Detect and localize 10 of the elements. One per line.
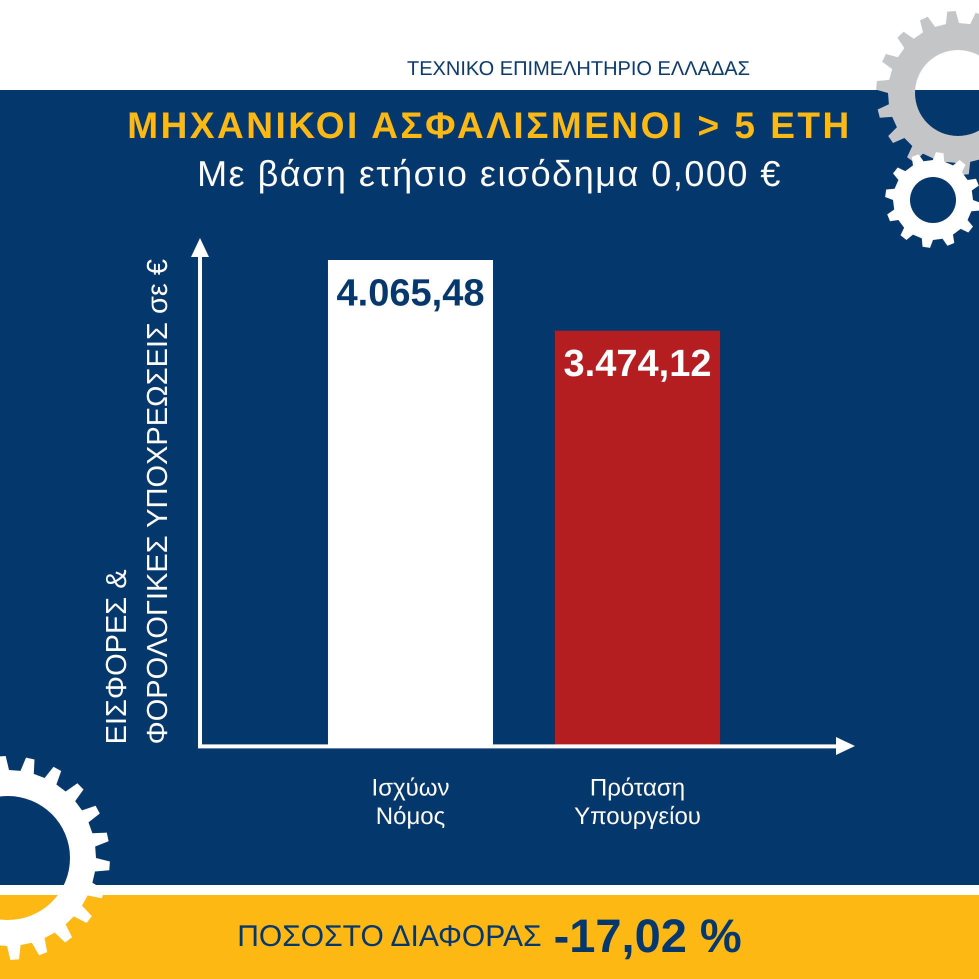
text: ΠΟΣΟΣΤΟ ΔΙΑΦΟΡΑΣ — [237, 920, 542, 952]
chart-subtitle: Με βάση ετήσιο εισόδημα 0,000 € — [196, 153, 783, 194]
x-tick-label: Πρόταση Υπουργείου — [574, 774, 701, 830]
data-label: 3.474,12 — [564, 343, 712, 386]
x-tick-label: Ισχύων Νόμος — [372, 774, 450, 830]
data-label: 4.065,48 — [336, 272, 484, 314]
text: -17,02 % — [554, 909, 742, 962]
chart-title: ΜΗΧΑΝΙΚΟΙ ΑΣΦΑΛΙΣΜΕΝΟΙ > 5 ΕΤΗ — [126, 105, 853, 147]
y-axis-title: ΕΙΣΦΟΡΕΣ & ΦΟΡΟΛΟΓΙΚΕΣ ΥΠΟΧΡΕΩΣΕΙΣ σε € — [101, 258, 174, 744]
text: ΤΕΧΝΙΚΟ ΕΠΙΜΕΛΗΤΗΡΙΟ ΕΛΛΑΔΑΣ — [407, 58, 750, 80]
